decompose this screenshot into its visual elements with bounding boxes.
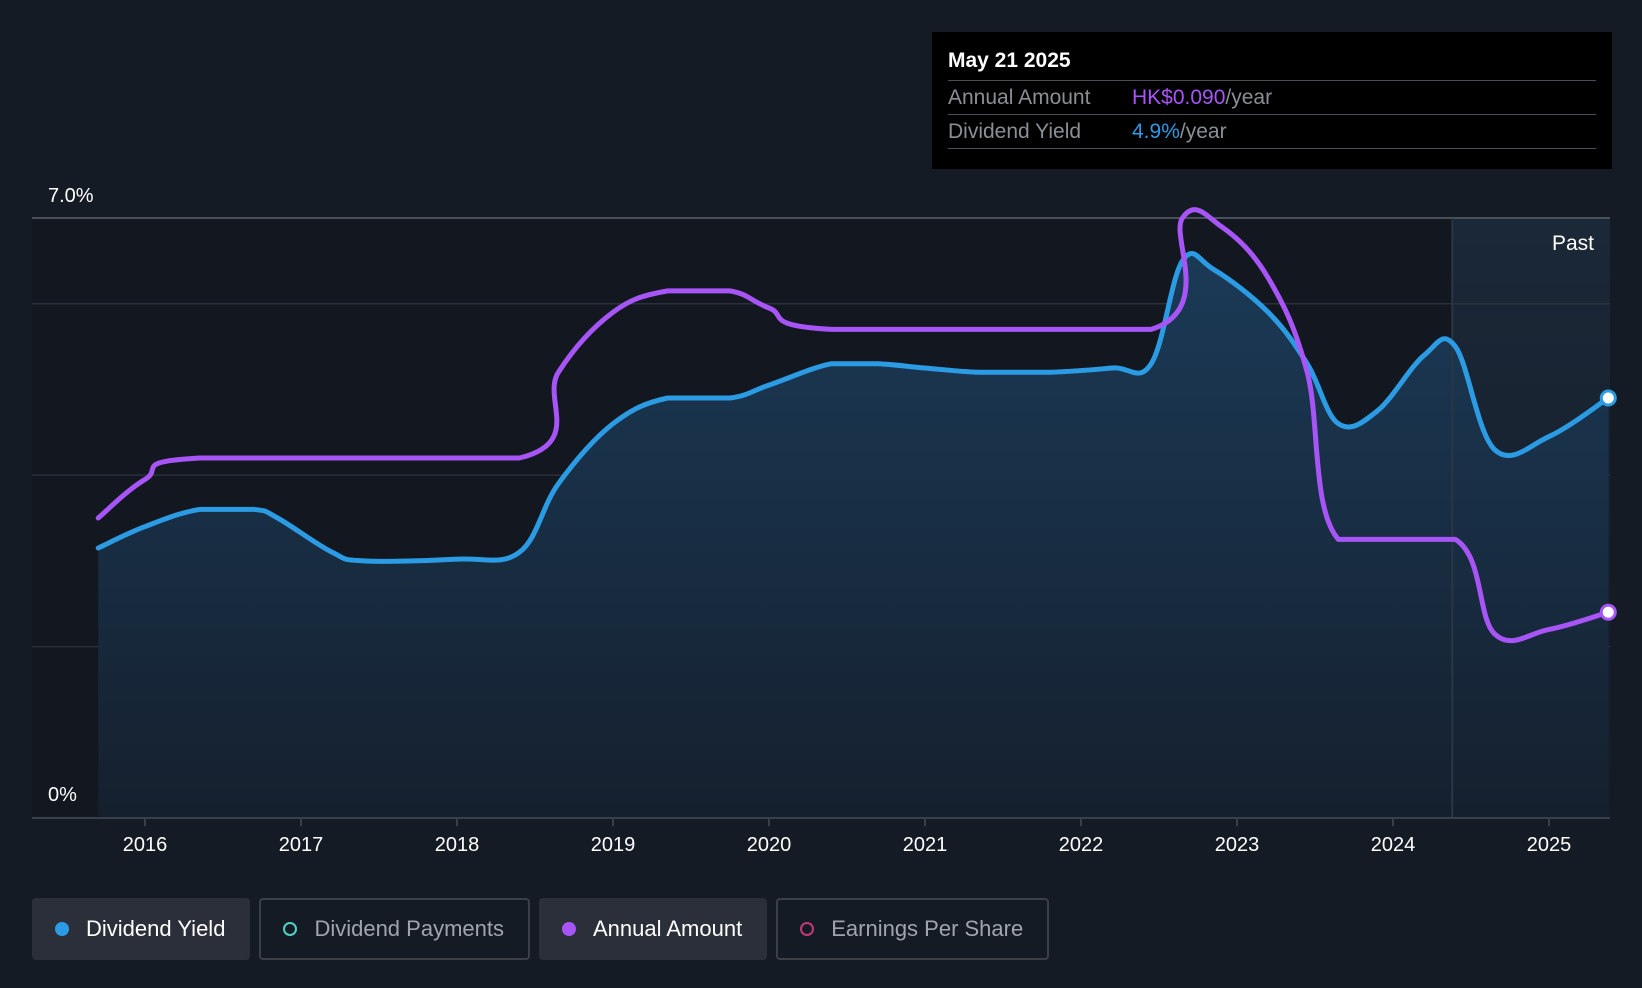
dividend-yield-area: [98, 253, 1609, 818]
x-tick-label: 2021: [903, 834, 948, 856]
annual-amount-line: [95, 207, 1611, 644]
legend-label: Dividend Payments: [314, 916, 504, 941]
tooltip-label: Dividend Yield: [948, 120, 1082, 143]
dividend-yield-line: [95, 251, 1611, 564]
x-tick-label: 2022: [1059, 834, 1104, 856]
past-label: Past: [1552, 232, 1594, 255]
tooltip-value: HK$0.090: [1132, 86, 1226, 109]
x-tick-label: 2016: [123, 834, 168, 856]
x-tick-label: 2017: [279, 834, 324, 856]
series-lines: [95, 207, 1611, 644]
tooltip-row-annual-amount: Annual Amount HK$0.090 /year: [948, 80, 1596, 114]
y-label-top: 7.0%: [48, 185, 94, 207]
dividend-yield-end-marker: [1599, 389, 1617, 407]
tooltip-value: 4.9%: [1132, 120, 1180, 143]
x-tick-label: 2023: [1215, 834, 1260, 856]
legend-annual-amount-button[interactable]: Annual Amount: [538, 898, 768, 960]
x-tick-label: 2019: [591, 834, 636, 856]
legend-dividend-yield-button[interactable]: Dividend Yield: [32, 898, 251, 960]
legend: Dividend Yield Dividend Payments Annual …: [32, 898, 1058, 960]
annual-amount-end-marker: [1599, 603, 1617, 621]
tooltip-date: May 21 2025: [948, 49, 1071, 72]
legend-label: Earnings Per Share: [831, 916, 1024, 941]
tooltip-label: Annual Amount: [948, 86, 1091, 109]
x-tick-label: 2018: [435, 834, 480, 856]
legend-dot-icon: [55, 922, 69, 936]
x-ticks: 2016 2017 2018 2019 2020 2021 2022 2023 2024 2025: [123, 818, 1572, 856]
legend-earnings-per-share-button[interactable]: Earnings Per Share: [776, 898, 1050, 960]
legend-dividend-payments-button[interactable]: Dividend Payments: [259, 898, 530, 960]
x-tick-label: 2025: [1527, 834, 1572, 856]
y-label-bottom: 0%: [48, 784, 77, 806]
x-tick-label: 2020: [747, 834, 792, 856]
legend-dot-icon: [561, 922, 576, 936]
end-markers: [1599, 389, 1617, 621]
tooltip-unit: /year: [1225, 86, 1273, 109]
x-tick-label: 2024: [1371, 834, 1416, 856]
tooltip-unit: /year: [1179, 120, 1227, 143]
legend-label: Dividend Yield: [86, 916, 226, 941]
tooltip-row-dividend-yield: Dividend Yield 4.9% /year: [948, 114, 1596, 149]
legend-dot-icon: [800, 922, 815, 936]
tooltip: May 21 2025 Annual Amount HK$0.090 /year…: [932, 32, 1612, 169]
legend-dot-icon: [283, 922, 298, 936]
legend-label: Annual Amount: [592, 916, 743, 941]
